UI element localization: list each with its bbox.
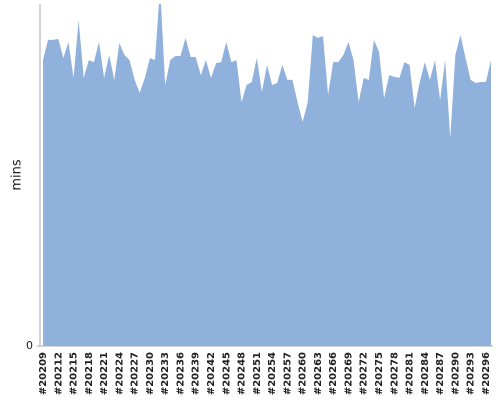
x-tick-label: #20248	[237, 352, 248, 395]
x-tick-label: #20245	[221, 352, 232, 395]
x-tick-label: #20269	[343, 352, 354, 395]
x-tick-label: #20236	[175, 352, 186, 395]
x-tick-label: #20293	[466, 352, 477, 395]
x-tick-label: #20227	[130, 352, 141, 395]
x-tick-label: #20239	[191, 352, 202, 395]
x-tick-label: #20296	[481, 352, 492, 395]
y-axis-label: mins	[10, 159, 25, 191]
y-tick-label: 0	[26, 339, 33, 352]
x-tick-label: #20224	[114, 352, 125, 395]
x-tick-label: #20221	[99, 352, 110, 395]
x-tick-label: #20209	[38, 352, 49, 395]
x-tick-label: #20251	[252, 352, 263, 395]
x-tick-label: #20281	[405, 352, 416, 395]
x-tick-label: #20290	[450, 352, 461, 395]
x-tick-label: #20257	[282, 352, 293, 395]
x-tick-label: #20278	[389, 352, 400, 395]
x-tick-label: #20215	[69, 352, 80, 395]
x-tick-label: #20242	[206, 352, 217, 395]
x-tick-label: #20284	[420, 352, 431, 395]
x-tick-label: #20260	[298, 352, 309, 395]
x-tick-label: #20263	[313, 352, 324, 395]
x-tick-label: #20272	[359, 352, 370, 395]
plot-area	[43, 4, 491, 346]
x-tick-label: #20230	[145, 352, 156, 395]
x-tick-label: #20233	[160, 352, 171, 395]
x-tick-label: #20212	[53, 352, 64, 395]
x-tick-label: #20218	[84, 352, 95, 395]
x-tick-label: #20275	[374, 352, 385, 395]
x-tick-label: #20254	[267, 352, 278, 395]
x-tick-label: #20266	[328, 352, 339, 395]
x-tick-label: #20287	[435, 352, 446, 395]
area	[43, 4, 491, 346]
